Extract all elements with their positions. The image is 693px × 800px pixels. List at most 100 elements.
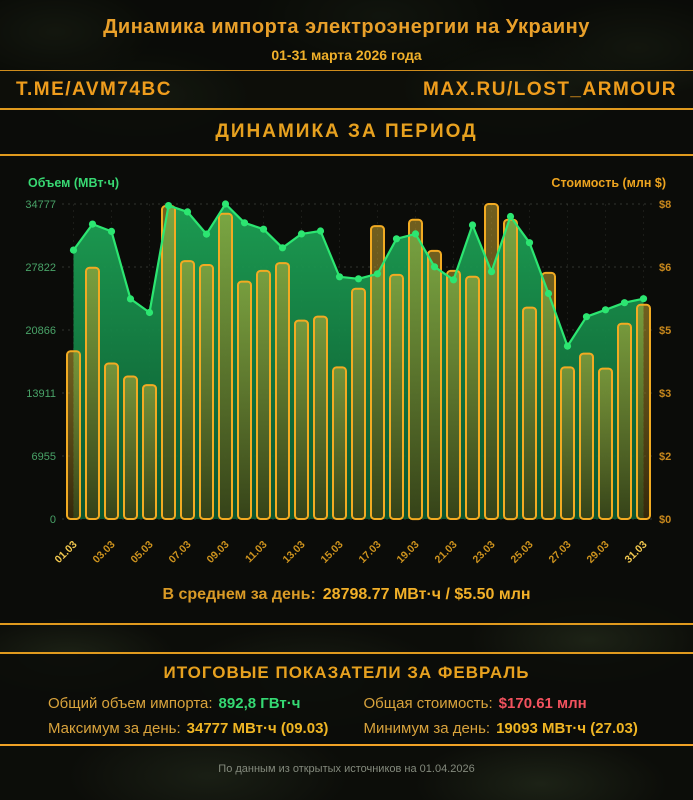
cost-bar bbox=[161, 205, 176, 520]
volume-point bbox=[126, 295, 135, 303]
cost-bar bbox=[351, 287, 366, 520]
stat-label: Минимум за день: bbox=[363, 720, 491, 737]
cost-bar bbox=[218, 212, 233, 521]
daily-average-label: В среднем за день: bbox=[162, 585, 316, 603]
cost-bar bbox=[332, 366, 347, 520]
volume-point bbox=[335, 273, 344, 281]
page-subtitle: 01-31 марта 2026 года bbox=[271, 47, 422, 63]
cost-bar bbox=[503, 218, 518, 521]
right-axis-tick: $0 bbox=[659, 514, 671, 526]
volume-point bbox=[525, 239, 534, 247]
section-title: ДИНАМИКА ЗА ПЕРИОД bbox=[0, 110, 693, 156]
volume-point bbox=[639, 295, 648, 303]
chart-panel: ДИНАМИКА ЗА ПЕРИОД 0 $0 6955 $2 13911 $3 20866… bbox=[0, 110, 693, 625]
stat-daily-max: Максимум за день: 34777 МВт·ч (09.03) bbox=[48, 720, 354, 737]
page-title: Динамика импорта электроэнергии на Украи… bbox=[103, 16, 590, 38]
right-axis-tick: $2 bbox=[659, 451, 671, 463]
date-label: 21.03 bbox=[433, 539, 460, 566]
date-label: 29.03 bbox=[585, 539, 612, 566]
volume-point bbox=[620, 299, 629, 307]
stat-value: 19093 МВт·ч (27.03) bbox=[496, 720, 638, 737]
date-label: 17.03 bbox=[357, 539, 384, 566]
cost-bar bbox=[85, 266, 100, 520]
volume-point bbox=[278, 244, 287, 252]
cost-bar bbox=[142, 384, 157, 520]
source-note: По данным из открытых источников на 01.0… bbox=[218, 763, 475, 775]
date-label: 31.03 bbox=[623, 539, 650, 566]
camo-divider-band bbox=[0, 625, 693, 654]
daily-average: В среднем за день: 28798.77 МВт·ч / $5.5… bbox=[0, 566, 693, 625]
volume-point bbox=[88, 220, 97, 228]
date-label: 27.03 bbox=[547, 539, 574, 566]
volume-point bbox=[297, 230, 306, 238]
cost-bar bbox=[275, 262, 290, 520]
stat-value: 34777 МВт·ч (09.03) bbox=[186, 720, 329, 737]
cost-bar bbox=[389, 273, 404, 521]
cost-bar bbox=[199, 264, 214, 520]
header: Динамика импорта электроэнергии на Украи… bbox=[0, 0, 693, 70]
right-axis-tick: $5 bbox=[659, 325, 671, 337]
left-axis-tick: 27822 bbox=[25, 262, 56, 274]
cost-bar bbox=[598, 367, 613, 520]
summary-title: ИТОГОВЫЕ ПОКАЗАТЕЛИ ЗА ФЕВРАЛЬ bbox=[163, 663, 530, 682]
summary-panel: ИТОГОВЫЕ ПОКАЗАТЕЛИ ЗА ФЕВРАЛЬ Общий объ… bbox=[0, 654, 693, 746]
date-label: 25.03 bbox=[509, 539, 536, 566]
stat-value: 892,8 ГВт·ч bbox=[218, 695, 301, 712]
summary-stats: Общий объем импорта: 892,8 ГВт·ч Общая ст… bbox=[0, 683, 693, 737]
volume-point bbox=[506, 212, 515, 221]
stat-label: Общий объем импорта: bbox=[48, 695, 213, 712]
volume-point bbox=[164, 202, 173, 210]
left-axis-tick: 34777 bbox=[25, 199, 56, 211]
telegram-link[interactable]: T.ME/AVM74BC bbox=[16, 78, 172, 100]
right-axis-tick: $8 bbox=[659, 199, 671, 211]
left-axis-tick: 6955 bbox=[32, 451, 56, 463]
date-label: 03.03 bbox=[91, 539, 118, 566]
cost-bar bbox=[522, 306, 537, 520]
date-label: 15.03 bbox=[319, 539, 346, 566]
volume-point bbox=[487, 268, 496, 276]
links-bar: T.ME/AVM74BC MAX.RU/LOST_ARMOUR bbox=[0, 70, 693, 110]
stat-daily-min: Минимум за день: 19093 МВт·ч (27.03) bbox=[364, 720, 670, 737]
volume-point bbox=[145, 308, 154, 317]
volume-point bbox=[449, 276, 458, 284]
date-label: 23.03 bbox=[471, 539, 498, 566]
volume-point bbox=[411, 230, 420, 238]
volume-point bbox=[468, 221, 477, 229]
right-axis-tick: $3 bbox=[659, 388, 671, 400]
cost-bar bbox=[370, 225, 385, 520]
volume-point bbox=[544, 289, 553, 298]
cost-bar bbox=[465, 275, 480, 520]
cost-bar bbox=[294, 319, 309, 520]
right-axis-tick: $6 bbox=[659, 262, 671, 274]
cost-bar bbox=[560, 366, 575, 520]
date-label: 11.03 bbox=[243, 539, 270, 566]
date-label: 01.03 bbox=[53, 539, 80, 566]
cost-bar bbox=[180, 260, 195, 520]
volume-point bbox=[259, 225, 268, 233]
left-axis-tick: 0 bbox=[50, 514, 56, 526]
dynamics-chart: 0 $0 6955 $2 13911 $3 20866 $5 27822 $6 34777 $8 Объ… bbox=[25, 176, 671, 566]
max-link[interactable]: MAX.RU/LOST_ARMOUR bbox=[423, 78, 677, 100]
volume-point bbox=[183, 208, 192, 216]
date-label: 09.03 bbox=[205, 539, 232, 566]
stat-value: $170.61 млн bbox=[498, 695, 587, 712]
cost-bar bbox=[313, 315, 328, 520]
volume-point bbox=[221, 200, 230, 208]
volume-point bbox=[582, 313, 591, 321]
stat-total-cost: Общая стоимость: $170.61 млн bbox=[364, 695, 670, 712]
footer: По данным из открытых источников на 01.0… bbox=[0, 746, 693, 792]
cost-bar bbox=[427, 249, 442, 521]
stat-label: Максимум за день: bbox=[48, 720, 181, 737]
left-axis-tick: 20866 bbox=[25, 325, 56, 337]
left-axis-tick: 13911 bbox=[26, 388, 56, 400]
cost-bar bbox=[541, 271, 556, 521]
volume-point bbox=[69, 246, 78, 254]
chart-area: 0 $0 6955 $2 13911 $3 20866 $5 27822 $6 34777 $8 Объ… bbox=[0, 156, 693, 566]
date-label: 19.03 bbox=[395, 539, 422, 566]
daily-average-value: 28798.77 МВт·ч / $5.50 млн bbox=[322, 585, 531, 603]
volume-point bbox=[430, 263, 439, 271]
left-axis-label: Объем (МВт·ч) bbox=[28, 176, 119, 190]
volume-point bbox=[316, 227, 325, 235]
cost-bar bbox=[256, 269, 271, 521]
cost-bar bbox=[237, 280, 252, 520]
